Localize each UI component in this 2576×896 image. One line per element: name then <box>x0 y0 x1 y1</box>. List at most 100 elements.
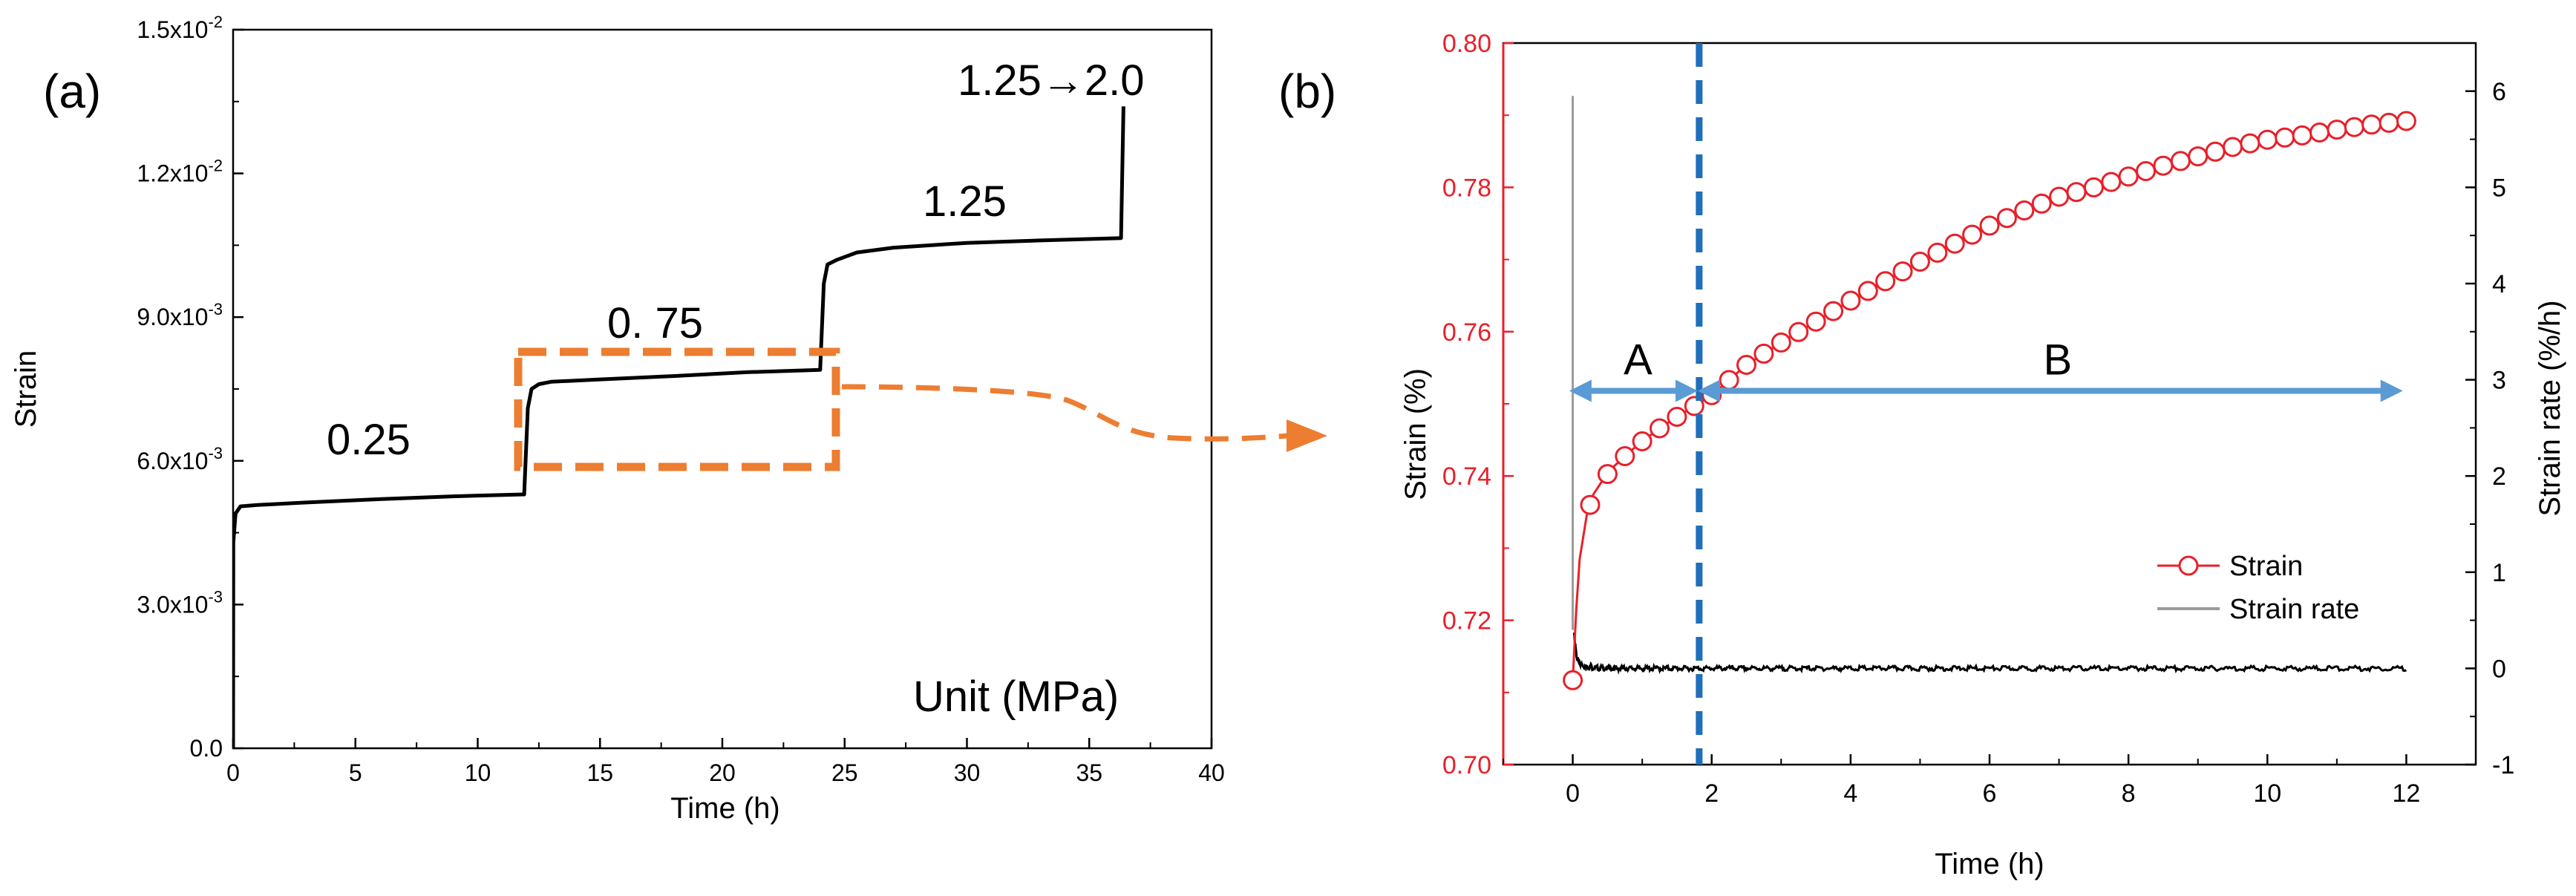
panel-b-y-tick-label: 0.74 <box>1442 462 1491 491</box>
panel-b-strain-marker <box>2396 111 2416 131</box>
panel-a-x-tick-label: 20 <box>709 759 736 786</box>
panel-b-strain-marker <box>1909 252 1930 272</box>
panel-b-strain-marker <box>2240 133 2260 154</box>
panel-b-right-y-tick-label: -1 <box>2492 751 2514 779</box>
panel-b-strain-marker <box>1563 670 1583 690</box>
panel-b-strain-marker <box>2223 137 2243 157</box>
panel-b-strain-marker <box>2379 112 2399 133</box>
arrow-region-b-head-left <box>1698 379 1720 402</box>
panel-b-strain-marker <box>1597 464 1618 485</box>
panel-b-x-tick-labels: 0 2 4 6 8 10 12 <box>1566 779 2420 808</box>
arrow-region-a-head-right <box>1676 379 1698 402</box>
panel-a-connector-arrowhead <box>1287 419 1327 452</box>
panel-b-strain-marker <box>1996 208 2017 229</box>
panel-b-right-y-tick-label: 6 <box>2492 78 2506 106</box>
panel-b-strain-markers <box>1563 111 2416 690</box>
panel-b-strain-rate-line <box>1572 632 2407 676</box>
panel-a-x-tick-labels: 0 5 10 15 20 25 30 35 40 <box>226 759 1225 786</box>
panel-b-y-tick-labels: 0.70 0.72 0.74 0.76 0.78 0.80 <box>1442 30 1491 779</box>
panel-b-x-tick-label: 12 <box>2393 779 2421 808</box>
panel-b-right-y-tick-label: 4 <box>2492 270 2506 298</box>
panel-b-right-y-tick-label: 3 <box>2492 367 2506 395</box>
panel-b-region-label-b: B <box>2044 336 2073 385</box>
panel-b-strain-marker <box>2170 151 2191 171</box>
panel-a-y-tick-labels: 0.0 3.0x10-3 6.0x10-3 9.0x10-3 1.2x10-2 1.5x1… <box>137 13 223 762</box>
panel-b-y-tick-label: 0.72 <box>1442 607 1491 635</box>
arrow-region-b <box>1698 379 2403 402</box>
panel-b-y-tick-label: 0.70 <box>1442 751 1491 779</box>
panel-b-x-tick-label: 8 <box>2122 779 2136 808</box>
panel-b-region-arrows <box>1569 379 2403 402</box>
panel-b-right-y-axis-title: Strain rate (%/h) <box>2534 300 2566 516</box>
panel-b-strain-marker <box>2188 146 2209 167</box>
panel-b-strain-marker <box>1667 407 1687 427</box>
panel-a-x-tick-label: 10 <box>465 759 491 786</box>
panel-b-strain-marker <box>2101 171 2122 192</box>
panel-b-strain-marker <box>2309 122 2330 143</box>
panel-b-strain-marker <box>1719 370 1739 390</box>
panel-b-y-axis-title: Strain (%) <box>1399 368 1432 500</box>
panel-b-region-label-a: A <box>1624 336 1653 385</box>
panel-a-label-025: 0.25 <box>327 416 411 464</box>
panel-b-strain-marker <box>1771 332 1791 353</box>
legend-strain-rate-label: Strain rate <box>2229 594 2359 625</box>
panel-b-right-y-tick-label: 1 <box>2492 559 2506 587</box>
panel-b-right-y-tick-label: 5 <box>2492 174 2506 202</box>
panel-b-label: (b) <box>1278 65 1336 118</box>
panel-b-strain-marker <box>1753 343 1774 364</box>
panel-b-strain-marker <box>1615 446 1635 466</box>
panel-a-y-tick-label: 3.0x10-3 <box>137 587 223 618</box>
panel-a-highlight-box <box>514 347 840 471</box>
panel-b-ticks <box>1503 42 2477 766</box>
panel-b-y-tick-label: 0.76 <box>1442 318 1491 347</box>
panel-b-strain-marker <box>2031 193 2052 214</box>
panel-b-right-y-tick-label: 0 <box>2492 655 2506 683</box>
arrow-region-a <box>1569 379 1698 402</box>
panel-b-strain-marker <box>2344 117 2364 137</box>
panel-b-right-y-tick-labels: -1 0 1 2 3 4 5 6 <box>2492 78 2514 779</box>
panel-a-x-tick-label: 30 <box>954 759 981 786</box>
panel-b-strain-marker <box>1823 301 1843 321</box>
panel-a-y-tick-label: 0.0 <box>190 735 223 762</box>
panel-b-strain-marker <box>1962 224 1983 245</box>
panel-b-strain-marker <box>1944 233 1965 254</box>
panel-a-label-125-to-20: 1.25→2.0 <box>958 56 1145 105</box>
legend-strain-marker <box>2178 555 2199 576</box>
panel-a-label-075: 0. 75 <box>607 299 703 347</box>
panel-a-x-axis-title: Time (h) <box>670 792 779 825</box>
panel-a-x-tick-label: 35 <box>1076 759 1102 786</box>
panel-b-strain-marker <box>1857 281 1878 301</box>
panel-a-unit-label: Unit (MPa) <box>913 673 1119 721</box>
panel-b-x-tick-label: 2 <box>1704 779 1719 808</box>
panel-a-y-tick-label: 6.0x10-3 <box>137 444 223 474</box>
panel-b-x-tick-label: 4 <box>1843 779 1857 808</box>
panel-b-frame <box>1502 42 2477 766</box>
panel-b-strain-marker <box>1979 215 2000 236</box>
panel-b-x-tick-label: 6 <box>1983 779 1997 808</box>
panel-a-x-tick-label: 5 <box>349 759 362 786</box>
panel-a-x-tick-label: 25 <box>831 759 858 786</box>
panel-b-strain-marker <box>1788 321 1809 342</box>
panel-b-strain-marker <box>2205 141 2226 162</box>
panel-b-strain-marker <box>2066 182 2087 203</box>
panel-b-legend: Strain Strain rate <box>2157 551 2359 625</box>
panel-b-strain-marker <box>1684 396 1704 416</box>
panel-a: (a) 0 5 10 15 20 25 30 35 40 0.0 3.0x10-3 6.0x10-3… <box>10 13 1327 825</box>
panel-b-strain-marker <box>2327 120 2347 140</box>
panel-b-strain-marker <box>2153 155 2174 176</box>
panel-b-strain-marker <box>2361 114 2382 135</box>
panel-a-strain-line <box>233 106 1125 748</box>
panel-b-strain-marker <box>1632 431 1653 451</box>
panel-a-connector-curve <box>841 384 1289 442</box>
panel-b-right-y-tick-label: 2 <box>2492 462 2506 491</box>
panel-b: (b) 0 2 4 6 8 10 12 0.700.720.740.760.780.80 -… <box>1278 30 2566 880</box>
panel-a-y-tick-label: 1.2x10-2 <box>137 157 223 187</box>
panel-b-x-tick-label: 10 <box>2253 779 2281 808</box>
panel-b-strain-marker <box>1580 494 1601 515</box>
panel-a-y-tick-label: 9.0x10-3 <box>137 300 223 330</box>
panel-b-strain-marker <box>1736 355 1756 375</box>
arrow-region-b-head-right <box>2380 379 2403 402</box>
panel-a-y-tick-label: 1.5x10-2 <box>137 13 223 43</box>
panel-b-y-tick-label: 0.78 <box>1442 174 1491 202</box>
